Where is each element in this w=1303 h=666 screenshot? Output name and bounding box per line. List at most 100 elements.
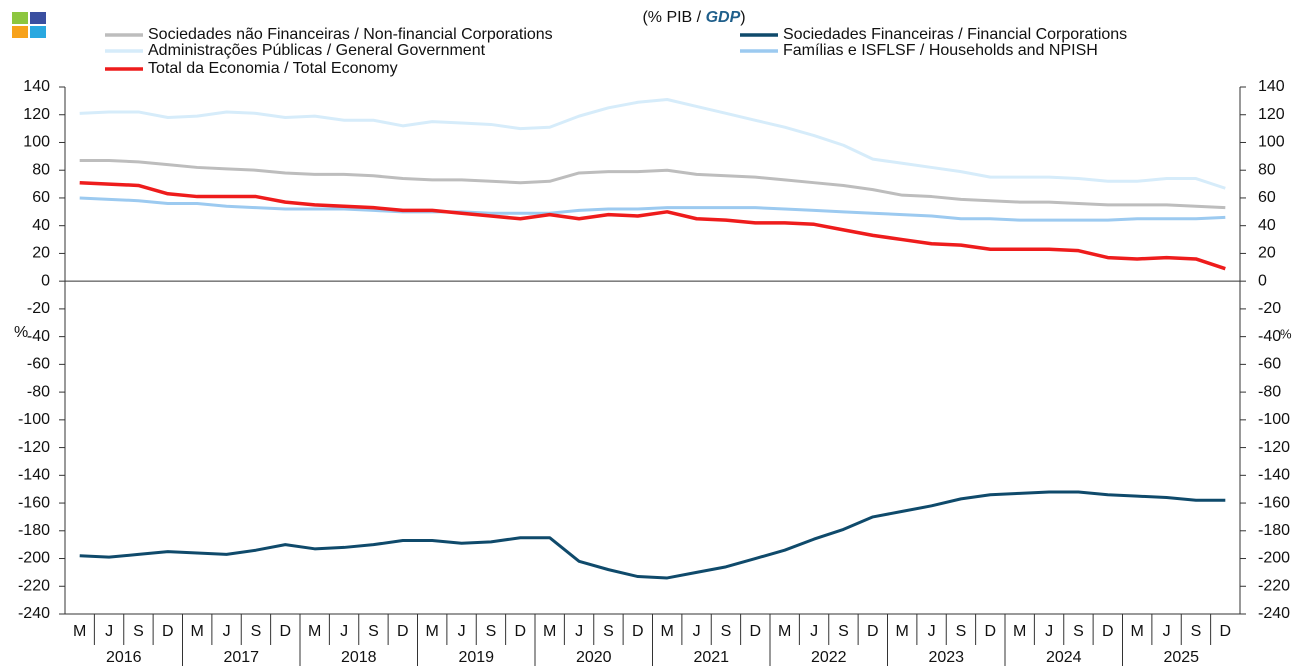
x-tick-label: M xyxy=(308,623,321,640)
y-tick-label: -140 xyxy=(18,467,50,484)
y2-tick-label: 100 xyxy=(1258,134,1285,151)
subtitle-part: ) xyxy=(740,9,745,26)
y2-tick-label: -240 xyxy=(1258,605,1290,622)
x-tick-label: S xyxy=(1191,623,1202,640)
x-tick-label: M xyxy=(191,623,204,640)
y2-tick-label: 0 xyxy=(1258,272,1267,289)
x-tick-label: J xyxy=(575,623,583,640)
y2-tick-label: -80 xyxy=(1258,383,1281,400)
x-tick-label: M xyxy=(1013,623,1026,640)
year-label: 2022 xyxy=(811,649,847,666)
subtitle-part: (% PIB / xyxy=(642,9,705,26)
x-tick-label: J xyxy=(693,623,701,640)
x-tick-label: J xyxy=(223,623,231,640)
x-tick-label: S xyxy=(721,623,732,640)
y2-tick-label: -100 xyxy=(1258,411,1290,428)
y-tick-label: -200 xyxy=(18,550,50,567)
x-tick-label: J xyxy=(340,623,348,640)
y-tick-label: -20 xyxy=(27,300,50,317)
y2-tick-label: 140 xyxy=(1258,78,1285,95)
x-tick-label: S xyxy=(956,623,967,640)
y-tick-label: -180 xyxy=(18,522,50,539)
x-tick-label: M xyxy=(426,623,439,640)
year-label: 2018 xyxy=(341,649,377,666)
y-tick-label: -220 xyxy=(18,577,50,594)
x-tick-label: J xyxy=(105,623,113,640)
year-label: 2017 xyxy=(223,649,259,666)
logo xyxy=(12,12,46,38)
x-tick-label: J xyxy=(1045,623,1053,640)
y-tick-label: -160 xyxy=(18,494,50,511)
series-line xyxy=(79,490,1226,580)
y-tick-label: 0 xyxy=(41,272,50,289)
x-tick-label: D xyxy=(162,623,174,640)
legend-label: Total da Economia / Total Economy xyxy=(148,60,398,77)
x-tick-label: D xyxy=(397,623,409,640)
y2-tick-label: 20 xyxy=(1258,245,1276,262)
legend-label: Administrações Públicas / General Govern… xyxy=(148,42,486,59)
x-tick-label: S xyxy=(603,623,614,640)
x-tick-label: D xyxy=(867,623,879,640)
legend-label: Sociedades Financeiras / Financial Corpo… xyxy=(783,26,1127,43)
y-tick-label: 140 xyxy=(23,78,50,95)
year-label: 2016 xyxy=(106,649,142,666)
subtitle-part: GDP xyxy=(706,9,741,26)
y-tick-label: -60 xyxy=(27,356,50,373)
y-tick-label: -120 xyxy=(18,439,50,456)
y2-tick-label: -20 xyxy=(1258,300,1281,317)
y-tick-label: -80 xyxy=(27,383,50,400)
x-tick-label: D xyxy=(985,623,997,640)
x-tick-label: S xyxy=(1073,623,1084,640)
series-line xyxy=(79,159,1226,210)
y2-tick-label: -200 xyxy=(1258,550,1290,567)
x-tick-label: S xyxy=(486,623,497,640)
y-tick-label: -40 xyxy=(27,328,50,345)
x-tick-label: D xyxy=(280,623,292,640)
year-label: 2025 xyxy=(1163,649,1199,666)
year-label: 2020 xyxy=(576,649,612,666)
y-tick-label: -100 xyxy=(18,411,50,428)
x-tick-label: J xyxy=(1163,623,1171,640)
x-tick-label: M xyxy=(1131,623,1144,640)
x-tick-label: M xyxy=(661,623,674,640)
x-tick-label: S xyxy=(251,623,262,640)
legend-label: Sociedades não Financeiras / Non-financi… xyxy=(148,26,553,43)
x-tick-label: D xyxy=(1102,623,1114,640)
y2-tick-label: -60 xyxy=(1258,356,1281,373)
y2-tick-label: -120 xyxy=(1258,439,1290,456)
y2-tick-label: 80 xyxy=(1258,161,1276,178)
x-tick-label: M xyxy=(778,623,791,640)
y2-tick-label: 40 xyxy=(1258,217,1276,234)
y2-tick-label: -160 xyxy=(1258,494,1290,511)
y2-tick-label: -220 xyxy=(1258,577,1290,594)
year-label: 2023 xyxy=(928,649,964,666)
x-tick-label: J xyxy=(928,623,936,640)
x-tick-label: D xyxy=(1220,623,1232,640)
y-tick-label: 20 xyxy=(32,245,50,262)
subtitle: (% PIB / GDP) xyxy=(642,9,745,26)
y-axis-label: % xyxy=(14,324,28,341)
year-label: 2019 xyxy=(458,649,494,666)
y-tick-label: 60 xyxy=(32,189,50,206)
x-tick-label: D xyxy=(515,623,527,640)
series-line xyxy=(79,196,1226,222)
year-label: 2021 xyxy=(693,649,729,666)
y2-tick-label: -40 xyxy=(1258,328,1281,345)
x-tick-label: J xyxy=(458,623,466,640)
x-tick-label: S xyxy=(368,623,379,640)
series-line xyxy=(79,97,1226,190)
y2-tick-label: 120 xyxy=(1258,106,1285,123)
x-tick-label: S xyxy=(838,623,849,640)
y-tick-label: 80 xyxy=(32,161,50,178)
x-tick-label: M xyxy=(73,623,86,640)
x-tick-label: D xyxy=(750,623,762,640)
y2-tick-label: -180 xyxy=(1258,522,1290,539)
y2-tick-label: -140 xyxy=(1258,467,1290,484)
y-tick-label: 100 xyxy=(23,134,50,151)
x-tick-label: J xyxy=(810,623,818,640)
year-label: 2024 xyxy=(1046,649,1082,666)
y2-tick-label: 60 xyxy=(1258,189,1276,206)
y2-axis-label: % xyxy=(1280,326,1292,341)
x-tick-label: S xyxy=(133,623,144,640)
